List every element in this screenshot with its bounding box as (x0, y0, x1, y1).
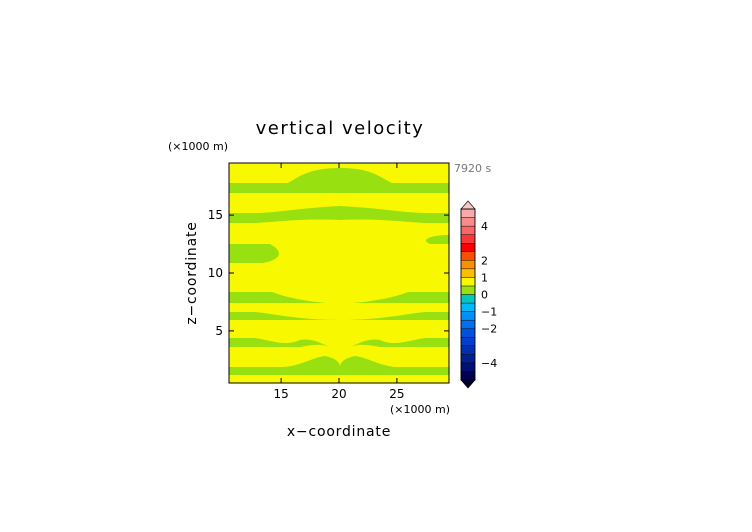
colorbar-frame (460, 208, 476, 381)
x-tick-label: 25 (389, 387, 404, 401)
colorbar-upper-extend (460, 200, 476, 210)
colorbar-segment (460, 311, 476, 321)
time-label: 7920 s (454, 162, 491, 175)
y-tick-label: 15 (208, 208, 223, 222)
colorbar-tick-label: 2 (481, 254, 488, 267)
colorbar-segment (460, 345, 476, 355)
y-axis-label: z−coordinate (184, 221, 200, 324)
x-axis-label: x−coordinate (287, 424, 391, 440)
colorbar-tick-label: 4 (481, 220, 488, 233)
colorbar-tick-label: 1 (481, 271, 488, 284)
y-unit-label: (×1000 m) (168, 140, 228, 153)
colorbar-segment (460, 234, 476, 244)
colorbar-tick-label: −2 (481, 323, 497, 336)
chart-title: vertical velocity (256, 118, 425, 139)
colorbar-segment (460, 260, 476, 270)
colorbar-segment (460, 225, 476, 235)
x-tick-label: 20 (331, 387, 346, 401)
colorbar-tick-label: −1 (481, 306, 497, 319)
colorbar-tick-label: 0 (481, 289, 488, 302)
x-tick-label: 15 (273, 387, 288, 401)
colorbar-segment (460, 251, 476, 261)
y-tick-label: 5 (215, 324, 223, 338)
colorbar-segment (460, 362, 476, 372)
y-axis: 5 10 15 (208, 208, 449, 338)
y-tick-label: 10 (208, 266, 223, 280)
colorbar-segment (460, 319, 476, 329)
x-unit-label: (×1000 m) (390, 403, 450, 416)
colorbar-segment (460, 328, 476, 338)
colorbar-segment (460, 217, 476, 227)
colorbar-segment (460, 302, 476, 312)
positive-velocity-region (229, 163, 449, 183)
colorbar-segment (460, 285, 476, 295)
colorbar-lower-extend (460, 379, 476, 389)
positive-velocity-region (229, 303, 449, 320)
colorbar-segment (460, 371, 476, 381)
colorbar-segment (460, 337, 476, 347)
positive-velocity-region (229, 219, 449, 304)
positive-velocity-region (229, 344, 449, 367)
colorbar-segment (460, 294, 476, 304)
colorbar-segment (460, 268, 476, 278)
colorbar-segment (460, 354, 476, 364)
x-axis: 15 20 25 (273, 163, 405, 401)
colorbar-segment (460, 277, 476, 287)
colorbar: −4 −2 −1 0 1 2 4 (460, 200, 497, 389)
colorbar-segment (460, 242, 476, 252)
colorbar-tick-label: −4 (481, 357, 497, 370)
colorbar-segment (460, 208, 476, 218)
positive-velocity-region (229, 320, 449, 350)
velocity-field (229, 163, 449, 383)
positive-velocity-region (229, 193, 449, 213)
